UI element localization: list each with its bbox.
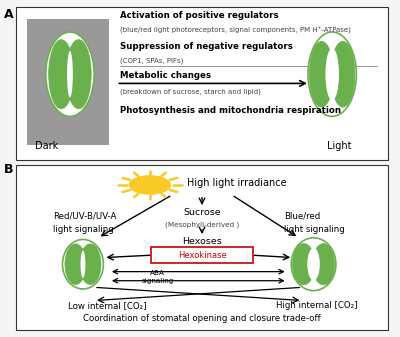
Text: B: B bbox=[4, 163, 14, 177]
Text: light signaling: light signaling bbox=[53, 224, 114, 234]
Text: Photosynthesis and mitochondria respiration: Photosynthesis and mitochondria respirat… bbox=[120, 106, 341, 115]
Text: (breakdown of sucrose, starch and lipid): (breakdown of sucrose, starch and lipid) bbox=[120, 88, 261, 94]
Text: Dark: Dark bbox=[35, 141, 58, 151]
Text: light signaling: light signaling bbox=[284, 224, 344, 234]
Text: High internal [CO₂]: High internal [CO₂] bbox=[276, 301, 358, 310]
Text: Activation of positive regulators: Activation of positive regulators bbox=[120, 11, 279, 20]
Ellipse shape bbox=[331, 41, 355, 107]
Ellipse shape bbox=[80, 251, 86, 278]
Ellipse shape bbox=[310, 41, 334, 107]
Text: Hexoses: Hexoses bbox=[182, 237, 222, 246]
Ellipse shape bbox=[49, 40, 74, 109]
Text: Light: Light bbox=[327, 141, 352, 151]
Text: Low internal [CO₂]: Low internal [CO₂] bbox=[68, 301, 146, 310]
Ellipse shape bbox=[62, 239, 104, 289]
FancyBboxPatch shape bbox=[16, 165, 388, 330]
FancyBboxPatch shape bbox=[151, 247, 253, 264]
Ellipse shape bbox=[80, 244, 101, 284]
Text: ABA: ABA bbox=[150, 270, 165, 276]
Text: A: A bbox=[4, 8, 14, 22]
Text: Red/UV-B/UV-A: Red/UV-B/UV-A bbox=[53, 211, 116, 220]
FancyBboxPatch shape bbox=[27, 19, 109, 145]
Text: Suppression of negative regulators: Suppression of negative regulators bbox=[120, 42, 293, 51]
Ellipse shape bbox=[312, 244, 334, 285]
Ellipse shape bbox=[66, 40, 91, 109]
Ellipse shape bbox=[307, 248, 320, 281]
FancyBboxPatch shape bbox=[16, 7, 388, 160]
Text: (COP1, SPAs, PIFs): (COP1, SPAs, PIFs) bbox=[120, 57, 184, 64]
Ellipse shape bbox=[326, 48, 339, 100]
Circle shape bbox=[130, 176, 170, 194]
Ellipse shape bbox=[291, 238, 336, 290]
Ellipse shape bbox=[65, 244, 86, 284]
Ellipse shape bbox=[46, 32, 94, 116]
Text: Coordination of stomatal opening and closure trade-off: Coordination of stomatal opening and clo… bbox=[83, 314, 321, 323]
Text: Hexokinase: Hexokinase bbox=[178, 251, 226, 259]
Ellipse shape bbox=[308, 32, 356, 116]
Text: (Mesophyll-derived ): (Mesophyll-derived ) bbox=[165, 221, 239, 228]
Text: (blue/red light photoreceptors, signal components, PM H⁺-ATPase): (blue/red light photoreceptors, signal c… bbox=[120, 27, 351, 34]
Text: Metabolic changes: Metabolic changes bbox=[120, 71, 211, 80]
Text: High light irradiance: High light irradiance bbox=[187, 178, 287, 188]
Text: signaling: signaling bbox=[141, 278, 174, 284]
Text: Sucrose: Sucrose bbox=[183, 208, 221, 217]
Text: Blue/red: Blue/red bbox=[284, 211, 320, 220]
Ellipse shape bbox=[67, 51, 73, 97]
Ellipse shape bbox=[293, 244, 315, 285]
